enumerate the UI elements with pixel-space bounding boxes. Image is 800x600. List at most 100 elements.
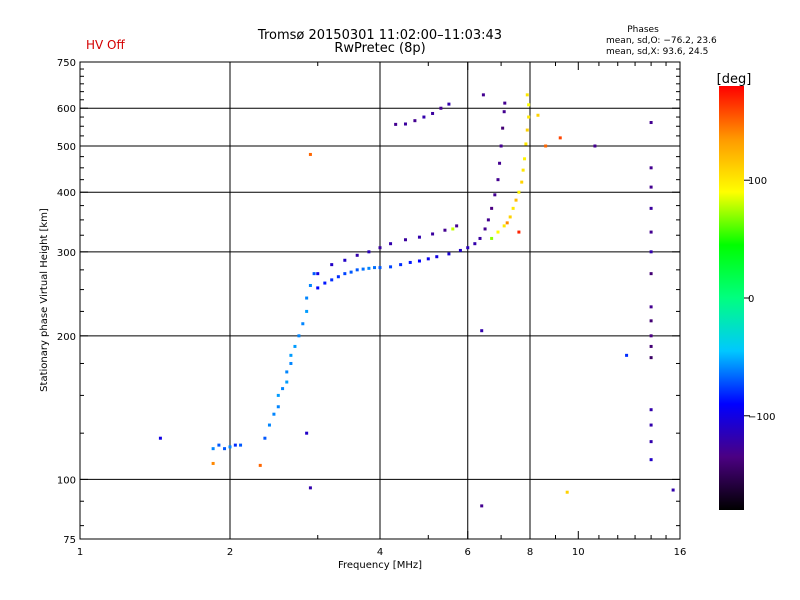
scatter-point [285, 380, 289, 384]
scatter-point [536, 113, 540, 117]
y-tick-label: 200 [57, 332, 76, 343]
scatter-point [272, 412, 276, 416]
scatter-point [267, 423, 271, 427]
scatter-point [217, 443, 221, 447]
scatter-point [431, 111, 435, 115]
x-tick-label: 4 [377, 547, 383, 558]
scatter-point [521, 168, 525, 172]
scatter-point [305, 431, 309, 435]
scatter-point [649, 305, 653, 309]
colorbar-tick-label: −100 [748, 412, 775, 423]
scatter-point [258, 463, 262, 467]
scatter-point [211, 447, 215, 451]
scatter-point [422, 115, 426, 119]
scatter-point [417, 235, 421, 239]
scatter-point [293, 344, 297, 348]
scatter-point [263, 436, 267, 440]
scatter-point [399, 263, 403, 267]
scatter-point [403, 122, 407, 126]
scatter-point [330, 278, 334, 282]
scatter-point [481, 93, 485, 97]
scatter-point [233, 443, 237, 447]
scatter-point [525, 128, 529, 132]
y-tick-label: 400 [57, 188, 76, 199]
scatter-point [355, 268, 359, 272]
scatter-point [435, 255, 439, 259]
scatter-point [308, 283, 312, 287]
scatter-point [447, 252, 451, 256]
scatter-point [480, 329, 484, 333]
scatter-point [649, 356, 653, 360]
phases-title: Phases [627, 25, 659, 35]
scatter-point [443, 228, 447, 232]
scatter-point [493, 193, 497, 197]
scatter-point [593, 144, 597, 148]
phases-o-stats: mean, sd,O: −76.2, 23.6 [606, 36, 717, 46]
scatter-point [349, 270, 353, 274]
scatter-point [478, 236, 482, 240]
scatter-point [439, 106, 443, 110]
scatter-point [524, 142, 528, 146]
scatter-point [544, 144, 548, 148]
hv-status: HV Off [86, 38, 125, 52]
scatter-point [355, 253, 359, 257]
scatter-point [211, 461, 215, 465]
scatter-point [451, 227, 455, 231]
scatter-point [323, 281, 327, 285]
scatter-point [505, 221, 509, 225]
scatter-point [501, 126, 505, 130]
scatter-point [527, 103, 531, 107]
y-axis-label: Stationary phase Virtual Height [km] [39, 208, 50, 392]
scatter-point [305, 296, 309, 300]
scatter-point [649, 166, 653, 170]
scatter-point [473, 242, 477, 246]
scatter-point [511, 206, 515, 210]
scatter-point [649, 334, 653, 338]
scatter-point [649, 121, 653, 125]
chart-subtitle: RwPretec (8p) [334, 41, 425, 56]
y-tick-label: 100 [57, 475, 76, 486]
scatter-point [389, 265, 393, 269]
scatter-point [301, 322, 305, 326]
scatter-point [499, 144, 503, 148]
chart-title: Tromsø 20150301 11:02:00–11:03:43 [257, 28, 502, 43]
x-tick-label: 16 [674, 547, 687, 558]
scatter-point [649, 272, 653, 276]
colorbar-ticks: 100 0 −100 [744, 176, 775, 423]
colorbar-tick-label: 0 [748, 294, 754, 305]
scatter-point [431, 232, 435, 236]
scatter-point [343, 258, 347, 262]
scatter-point [389, 242, 393, 246]
axis-ticks: 1 2 4 6 8 10 16 75 100 200 300 400 500 600 750 [57, 58, 686, 558]
scatter-point [517, 190, 521, 194]
scatter-point [426, 257, 430, 261]
scatter-point [378, 266, 382, 270]
colorbar [719, 86, 744, 510]
scatter-point [228, 445, 232, 449]
x-tick-label: 2 [227, 547, 233, 558]
scatter-point [480, 504, 484, 508]
x-tick-label: 6 [465, 547, 471, 558]
scatter-point [455, 224, 459, 228]
scatter-point [490, 236, 494, 240]
x-tick-label: 1 [77, 547, 83, 558]
scatter-point [466, 246, 470, 250]
x-axis-label: Frequency [MHz] [338, 560, 422, 571]
x-tick-label: 8 [527, 547, 533, 558]
scatter-points [158, 93, 675, 508]
scatter-point [558, 136, 562, 140]
x-tick-label: 10 [572, 547, 585, 558]
scatter-point [413, 119, 417, 123]
scatter-point [308, 486, 312, 490]
scatter-point [408, 260, 412, 264]
scatter-point [498, 161, 502, 165]
scatter-point [447, 102, 451, 106]
scatter-point [289, 361, 293, 365]
scatter-point [330, 263, 334, 267]
scatter-point [508, 215, 512, 219]
scatter-point [276, 393, 280, 397]
y-tick-label: 600 [57, 104, 76, 115]
scatter-point [490, 206, 494, 210]
scatter-point [316, 272, 320, 276]
